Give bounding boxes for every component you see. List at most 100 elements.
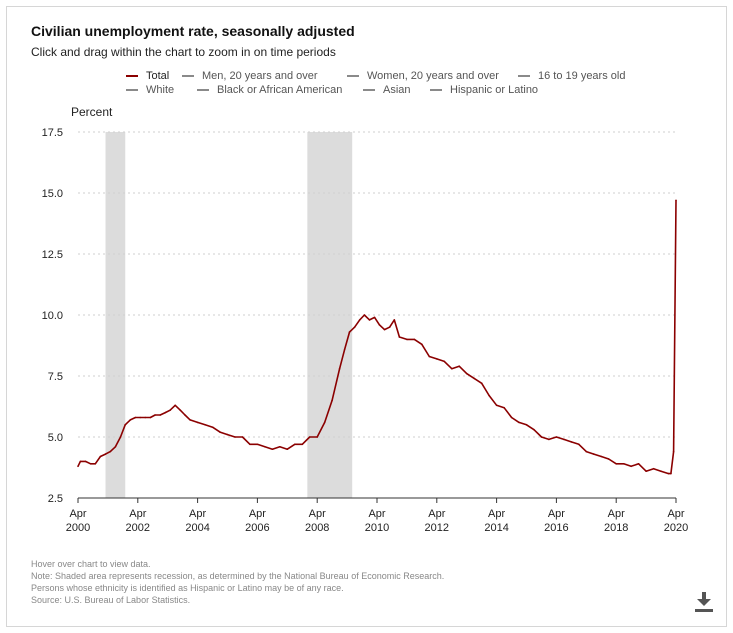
data-point [144, 416, 147, 419]
chart-title: Civilian unemployment rate, seasonally a… [31, 23, 355, 39]
y-tick-label: 7.5 [48, 371, 63, 383]
data-point [667, 472, 670, 475]
data-point [615, 463, 617, 465]
data-point [226, 433, 229, 436]
legend-swatch-icon [126, 75, 138, 77]
data-point [393, 319, 396, 321]
x-tick-year: 2006 [245, 522, 269, 534]
legend-label: Black or African American [217, 84, 343, 96]
data-point [249, 443, 251, 446]
data-point [129, 419, 132, 421]
footnote-hover: Hover over chart to view data. [31, 559, 151, 569]
footnote-note: Note: Shaded area represents recession, … [31, 571, 445, 581]
legend-swatch-icon [430, 89, 442, 91]
legend-item-women[interactable]: Women, 20 years and over [347, 69, 499, 83]
data-point [652, 467, 655, 470]
data-point [383, 328, 386, 331]
data-point [660, 470, 662, 473]
legend-item-black[interactable]: Black or African American [197, 83, 342, 97]
data-point [630, 465, 632, 468]
data-point [495, 404, 498, 407]
data-point [398, 336, 401, 338]
data-point [555, 436, 558, 438]
data-point [343, 348, 346, 351]
data-point [570, 441, 573, 443]
x-tick-month: Apr [309, 508, 326, 520]
x-tick-year: 2012 [425, 522, 449, 534]
data-point [159, 414, 161, 416]
legend-item-white[interactable]: White [126, 83, 174, 97]
legend-item-teens[interactable]: 16 to 19 years old [518, 69, 625, 83]
y-tick-label: 12.5 [42, 249, 63, 261]
legend-item-men[interactable]: Men, 20 years and over [182, 69, 318, 83]
data-point [465, 372, 468, 375]
x-tick-month: Apr [368, 508, 385, 520]
data-point [451, 367, 453, 370]
data-point [189, 419, 191, 421]
data-point [99, 455, 102, 458]
footnotes: Hover over chart to view data. Note: Sha… [31, 558, 444, 606]
data-point [578, 443, 580, 446]
data-point [169, 409, 171, 412]
legend-label: Hispanic or Latino [450, 84, 539, 96]
x-tick-year: 2002 [126, 522, 150, 534]
legend-swatch-icon [363, 89, 375, 91]
footnote-ethnicity: Persons whose ethnicity is identified as… [31, 583, 344, 593]
data-point [164, 411, 167, 414]
data-point [607, 458, 610, 460]
data-point [533, 428, 535, 431]
x-tick-month: Apr [69, 508, 86, 520]
y-tick-label: 2.5 [48, 493, 63, 505]
data-point [256, 443, 259, 446]
data-point [600, 455, 603, 458]
data-point [358, 319, 361, 321]
data-point [124, 424, 126, 426]
download-button[interactable] [694, 591, 714, 613]
legend-label: Total [146, 70, 170, 82]
y-tick-label: 15.0 [42, 188, 63, 200]
data-point [241, 436, 244, 438]
legend-item-asian[interactable]: Asian [363, 83, 411, 97]
data-point [316, 436, 319, 438]
data-point [670, 472, 672, 475]
data-point [368, 319, 371, 321]
data-point [563, 438, 565, 441]
data-point [378, 324, 381, 326]
data-point [540, 436, 543, 438]
data-point [458, 365, 461, 368]
data-point [510, 416, 513, 419]
x-tick-month: Apr [428, 508, 445, 520]
legend-item-total[interactable]: Total [126, 69, 169, 83]
legend-item-hispanic[interactable]: Hispanic or Latino [430, 83, 538, 97]
data-point [637, 463, 640, 465]
data-point [301, 443, 304, 446]
data-point [473, 377, 476, 380]
y-tick-label: 5.0 [48, 432, 63, 444]
data-point [77, 465, 79, 468]
x-tick-year: 2010 [365, 522, 389, 534]
data-point [184, 414, 186, 416]
data-point [294, 443, 296, 446]
data-point [94, 463, 97, 465]
x-tick-year: 2020 [664, 522, 688, 534]
data-point [149, 416, 152, 419]
y-axis-label: Percent [71, 105, 113, 119]
data-point [373, 316, 376, 319]
legend-label: 16 to 19 years old [538, 70, 626, 82]
data-point [348, 331, 351, 333]
data-point [503, 406, 505, 409]
x-tick-month: Apr [548, 508, 565, 520]
x-tick-month: Apr [129, 508, 146, 520]
data-point [204, 424, 206, 426]
data-point [443, 360, 446, 363]
data-point [139, 416, 141, 419]
legend-swatch-icon [197, 89, 209, 91]
data-point [114, 446, 117, 448]
x-tick-month: Apr [667, 508, 684, 520]
legend-label: White [146, 84, 175, 96]
data-point [488, 394, 490, 397]
legend-label: Men, 20 years and over [202, 70, 318, 82]
data-point [119, 436, 122, 438]
data-point [388, 326, 391, 329]
